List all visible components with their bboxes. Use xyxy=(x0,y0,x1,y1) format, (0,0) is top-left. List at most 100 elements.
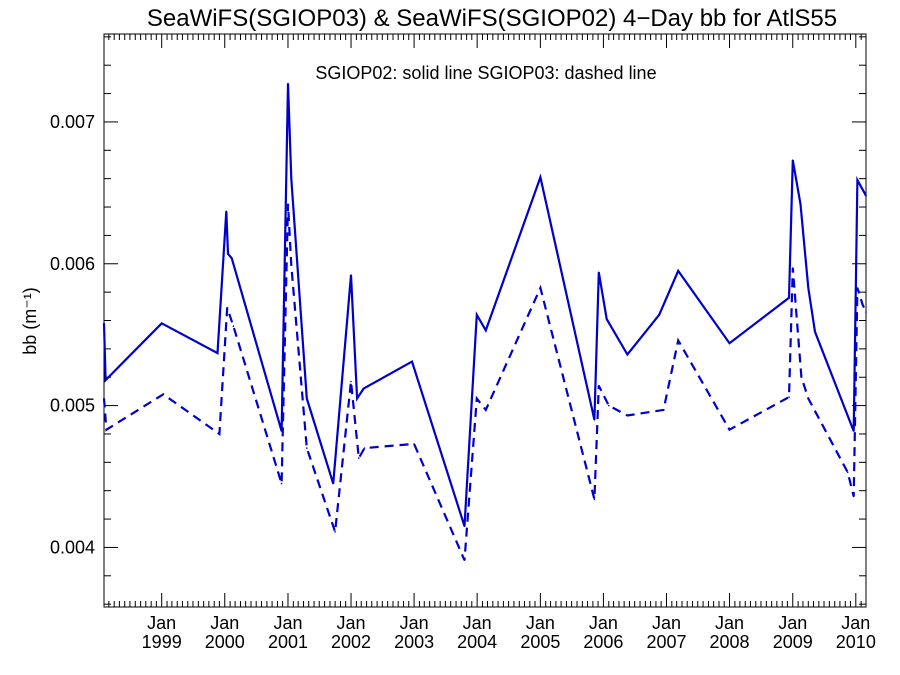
x-tick-label-month: Jan xyxy=(841,613,870,633)
data-point-dashed xyxy=(662,409,665,411)
data-point-dashed xyxy=(334,531,336,533)
data-point-dashed xyxy=(728,428,731,431)
x-tick-label-year: 1999 xyxy=(142,632,182,652)
data-point-solid xyxy=(852,430,855,432)
x-tick-label-month: Jan xyxy=(273,613,302,633)
data-point-solid xyxy=(103,322,105,325)
x-tick-label-month: Jan xyxy=(337,613,366,633)
data-point-dashed xyxy=(608,404,610,407)
x-tick-label-month: Jan xyxy=(210,613,239,633)
series-layer xyxy=(102,82,867,561)
data-point-solid xyxy=(362,387,365,390)
data-point-dashed xyxy=(280,482,283,485)
x-tick-label-month: Jan xyxy=(652,613,681,633)
data-point-solid xyxy=(658,314,660,316)
data-point-dashed xyxy=(593,498,596,501)
data-point-solid xyxy=(539,176,542,178)
data-point-dashed xyxy=(861,304,864,306)
data-point-dashed xyxy=(800,376,803,379)
x-tick-label-year: 2010 xyxy=(836,632,876,652)
data-point-dashed xyxy=(485,409,487,411)
data-point-solid xyxy=(216,352,219,354)
series-legend-annotation: SGIOP02: solid line SGIOP03: dashed line xyxy=(315,63,656,83)
data-point-solid xyxy=(104,379,107,381)
x-tick-label-month: Jan xyxy=(463,613,492,633)
x-tick-label-month: Jan xyxy=(400,613,429,633)
data-point-dashed xyxy=(626,414,629,417)
data-point-solid xyxy=(332,482,335,485)
y-tick-label: 0.005 xyxy=(50,396,95,416)
y-tick-label: 0.007 xyxy=(50,112,95,132)
x-tick-label-year: 2001 xyxy=(268,632,308,652)
y-tick-label: 0.004 xyxy=(50,537,95,557)
data-point-solid xyxy=(160,322,163,325)
data-point-dashed xyxy=(232,325,235,328)
data-point-dashed xyxy=(413,443,415,445)
data-point-solid xyxy=(230,257,233,259)
data-point-solid xyxy=(593,419,596,421)
data-point-solid xyxy=(306,397,308,400)
data-point-solid xyxy=(792,159,794,161)
data-point-dashed xyxy=(856,287,859,289)
x-tick-label-year: 2008 xyxy=(710,632,750,652)
data-point-dashed xyxy=(677,339,679,342)
data-point-dashed xyxy=(306,447,308,449)
data-point-solid xyxy=(626,353,629,356)
data-point-dashed xyxy=(846,471,849,474)
x-tick-label-year: 2004 xyxy=(457,632,497,652)
data-point-solid xyxy=(728,342,731,345)
data-point-dashed xyxy=(598,384,600,387)
data-point-solid xyxy=(605,318,608,320)
series-line-solid xyxy=(102,83,867,527)
plot-frame xyxy=(103,33,867,608)
y-axis-label: bb (m⁻¹) xyxy=(20,287,40,355)
data-point-solid xyxy=(856,179,859,181)
data-point-solid xyxy=(356,397,358,400)
data-point-dashed xyxy=(788,396,790,398)
data-point-dashed xyxy=(807,397,810,400)
data-point-solid xyxy=(463,525,466,527)
x-tick-label-month: Jan xyxy=(147,613,176,633)
x-tick-label-month: Jan xyxy=(715,613,744,633)
data-point-dashed xyxy=(865,311,867,313)
data-point-solid xyxy=(677,270,679,272)
data-point-solid xyxy=(227,253,229,255)
data-point-dashed xyxy=(218,433,221,435)
data-point-solid xyxy=(411,360,413,363)
data-point-solid xyxy=(290,177,293,180)
x-tick-label-year: 2000 xyxy=(205,632,245,652)
x-tick-label-month: Jan xyxy=(526,613,555,633)
x-tick-label-year: 2006 xyxy=(583,632,623,652)
data-point-dashed xyxy=(105,428,108,431)
data-point-solid xyxy=(598,271,600,274)
x-tick-label-year: 2002 xyxy=(331,632,371,652)
data-point-solid xyxy=(814,331,816,333)
data-point-dashed xyxy=(226,306,228,309)
data-point-solid xyxy=(788,297,790,299)
x-tick-label-year: 2007 xyxy=(646,632,686,652)
data-point-dashed xyxy=(792,267,794,269)
data-point-solid xyxy=(485,329,487,332)
data-point-dashed xyxy=(287,203,289,205)
data-point-dashed xyxy=(103,397,105,400)
series-line-dashed xyxy=(102,204,867,561)
y-tick-label: 0.006 xyxy=(50,254,95,274)
data-point-dashed xyxy=(162,393,165,396)
data-point-solid xyxy=(799,203,802,205)
data-point-solid xyxy=(225,210,228,213)
x-tick-label-year: 2009 xyxy=(773,632,813,652)
data-point-dashed xyxy=(852,495,855,498)
data-point-dashed xyxy=(463,559,466,561)
x-tick-label-year: 2005 xyxy=(520,632,560,652)
data-point-dashed xyxy=(350,380,352,383)
data-point-solid xyxy=(865,194,867,197)
x-tick-label-year: 2003 xyxy=(394,632,434,652)
x-tick-label-month: Jan xyxy=(589,613,618,633)
data-point-solid xyxy=(287,82,289,85)
axis-ticks xyxy=(103,34,867,607)
chart-title: SeaWiFS(SGIOP03) & SeaWiFS(SGIOP02) 4−Da… xyxy=(147,5,837,32)
data-point-dashed xyxy=(290,264,293,267)
data-point-dashed xyxy=(358,457,360,459)
data-point-dashed xyxy=(476,397,478,400)
